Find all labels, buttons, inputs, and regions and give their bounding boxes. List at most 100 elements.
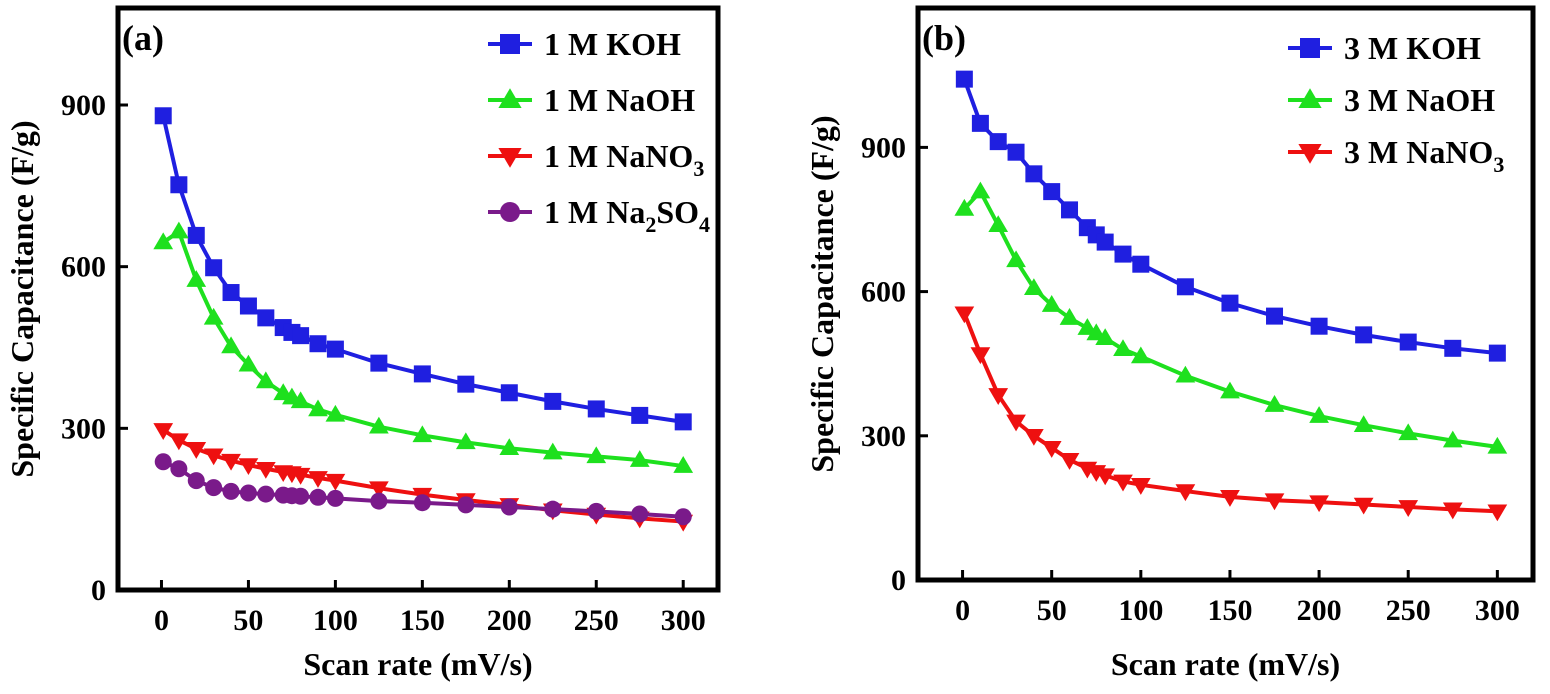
y-tick-label: 900	[61, 89, 106, 122]
data-point	[1006, 250, 1026, 268]
data-point	[370, 492, 388, 510]
data-point	[586, 446, 607, 464]
data-point	[154, 453, 172, 471]
data-point	[1353, 415, 1374, 433]
data-point	[187, 226, 205, 244]
data-point	[1487, 504, 1508, 522]
data-point	[500, 384, 518, 402]
data-point	[153, 232, 174, 250]
data-point	[1059, 453, 1080, 470]
data-point	[1095, 328, 1116, 346]
data-point	[1264, 493, 1285, 511]
series-3-m-nano3	[954, 306, 1508, 522]
data-point	[970, 347, 991, 365]
data-point	[1132, 255, 1150, 273]
legend-label-subscript: 3	[1493, 152, 1504, 177]
data-point	[205, 479, 223, 497]
panel-a: 0 50 100 150 200 250 300 0 300 600 900 Scan rate (m…	[4, 5, 721, 682]
data-point	[239, 297, 257, 315]
data-point	[1006, 414, 1026, 432]
data-point	[500, 498, 518, 516]
data-point	[325, 473, 346, 491]
legend-label: 3 M KOH	[1344, 30, 1481, 66]
data-point	[544, 392, 562, 410]
data-point	[255, 461, 276, 479]
data-point	[1041, 441, 1062, 458]
data-point	[1220, 490, 1240, 507]
x-tick-label: 200	[487, 604, 532, 637]
data-point	[674, 508, 692, 526]
plot-frame	[915, 5, 1536, 583]
data-point	[290, 391, 311, 409]
data-point	[542, 442, 563, 460]
legend-label-main: 3 M NaOH	[1344, 82, 1495, 118]
y-tick-label: 600	[861, 276, 906, 309]
legend-marker	[1300, 38, 1320, 58]
panel-b: 0 50 100 150 200 250 300 0 300 600 900 Scan rate (m…	[804, 5, 1536, 682]
legend-label-main: 1 M NaNO	[544, 138, 693, 174]
x-tick-label: 150	[400, 604, 445, 637]
data-point	[499, 438, 520, 456]
data-point	[989, 133, 1007, 151]
x-tick-label: 300	[661, 604, 706, 637]
legend-item: 1 M NaNO3	[488, 138, 704, 181]
data-point	[1130, 346, 1151, 364]
legend-marker	[498, 148, 522, 168]
data-point	[587, 400, 605, 418]
legend-label-main: 1 M NaOH	[544, 82, 695, 118]
data-point	[1059, 308, 1080, 325]
legend-item: 1 M Na2SO4	[488, 194, 710, 237]
data-point	[1398, 423, 1419, 441]
x-tick-label: 250	[574, 604, 619, 637]
data-point	[292, 327, 310, 345]
data-point	[544, 500, 562, 518]
data-point	[1113, 474, 1133, 492]
y-tick-label: 600	[61, 251, 106, 284]
data-point	[955, 70, 973, 88]
data-point	[1398, 500, 1419, 517]
data-point	[1130, 478, 1151, 495]
data-point	[238, 458, 259, 475]
data-point	[1488, 344, 1506, 362]
data-point	[1310, 317, 1328, 335]
x-tick-label: 0	[154, 604, 169, 637]
legend-label-subscript: 4	[699, 212, 710, 237]
data-point	[222, 482, 240, 500]
data-point	[203, 307, 224, 325]
legend-label-main: 3 M NaNO	[1344, 134, 1493, 170]
series-1-m-na2so4	[154, 453, 692, 526]
legend-marker	[498, 88, 522, 108]
data-point	[309, 335, 327, 353]
legend-label-main: 3 M KOH	[1344, 30, 1481, 66]
data-point	[221, 336, 241, 354]
data-point	[221, 453, 241, 471]
series-line	[962, 189, 1498, 449]
data-point	[1175, 365, 1196, 383]
x-tick-label: 150	[1207, 594, 1252, 627]
data-point	[187, 472, 205, 490]
data-point	[308, 399, 328, 417]
legend-marker	[500, 34, 520, 54]
legend-marker	[1298, 88, 1322, 108]
data-point	[170, 460, 188, 478]
data-point	[203, 448, 224, 466]
legend-label: 1 M Na2SO4	[544, 194, 710, 237]
y-tick-label: 300	[861, 420, 906, 453]
data-point	[457, 496, 475, 514]
plot-frame	[115, 5, 721, 593]
y-axis-title: Specific Capacitance (F/g)	[804, 115, 840, 472]
data-point	[1114, 245, 1132, 263]
y-tick-label: 0	[891, 564, 906, 597]
data-point	[1444, 339, 1462, 357]
panel-label: (a)	[122, 18, 164, 58]
data-point	[455, 432, 476, 450]
data-point	[308, 471, 328, 488]
data-point	[1061, 201, 1079, 219]
data-point	[988, 215, 1009, 233]
x-tick-label: 100	[1118, 594, 1163, 627]
data-point	[629, 450, 650, 467]
data-point	[1309, 406, 1329, 423]
series-3-m-koh	[955, 70, 1506, 362]
data-point	[170, 176, 188, 194]
